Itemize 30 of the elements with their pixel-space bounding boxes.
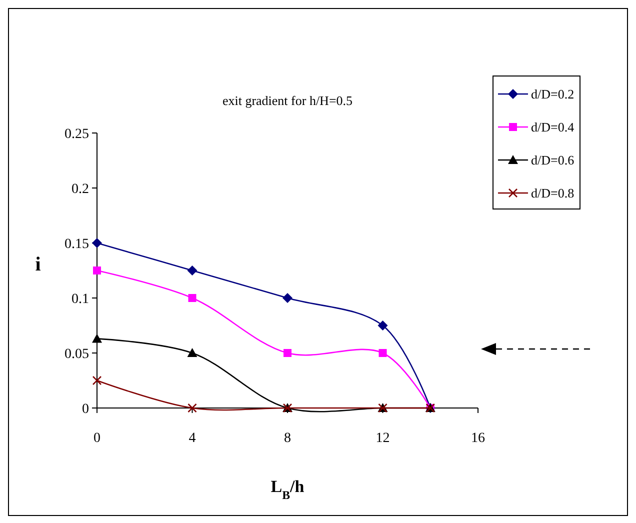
y-axis-title: i (35, 254, 42, 276)
legend-label: d/D=0.2 (531, 86, 574, 102)
point (187, 266, 198, 276)
point (92, 238, 102, 248)
chart-title: exit gradient for h/H=0.5 (222, 93, 353, 108)
point (187, 348, 198, 357)
legend-label: d/D=0.6 (531, 152, 575, 168)
x-tick-label: 4 (188, 431, 196, 446)
point (93, 266, 101, 274)
legend-label: d/D=0.4 (531, 120, 575, 135)
y-tick-label: 0 (82, 402, 89, 417)
point (282, 293, 292, 303)
point (188, 403, 197, 413)
y-tick-label: 0.2 (72, 182, 89, 197)
x-tick-label: 12 (376, 431, 390, 446)
y-tick-label: 0.15 (64, 236, 89, 252)
point (378, 349, 387, 357)
y-tick-label: 0.05 (64, 346, 89, 362)
x-axis-title: L$_{B}$/h (270, 477, 305, 502)
legend-label: d/D=0.8 (531, 186, 574, 201)
point (378, 320, 388, 330)
x-tick-label: 8 (284, 431, 291, 446)
point (92, 376, 102, 386)
point (92, 334, 102, 343)
x-tick-label: 16 (471, 431, 485, 446)
y-tick-label: 0.1 (72, 292, 89, 307)
y-tick-label: 0.25 (64, 126, 89, 142)
x-tick-label: 0 (94, 431, 100, 446)
point (284, 349, 292, 357)
point (188, 294, 196, 302)
